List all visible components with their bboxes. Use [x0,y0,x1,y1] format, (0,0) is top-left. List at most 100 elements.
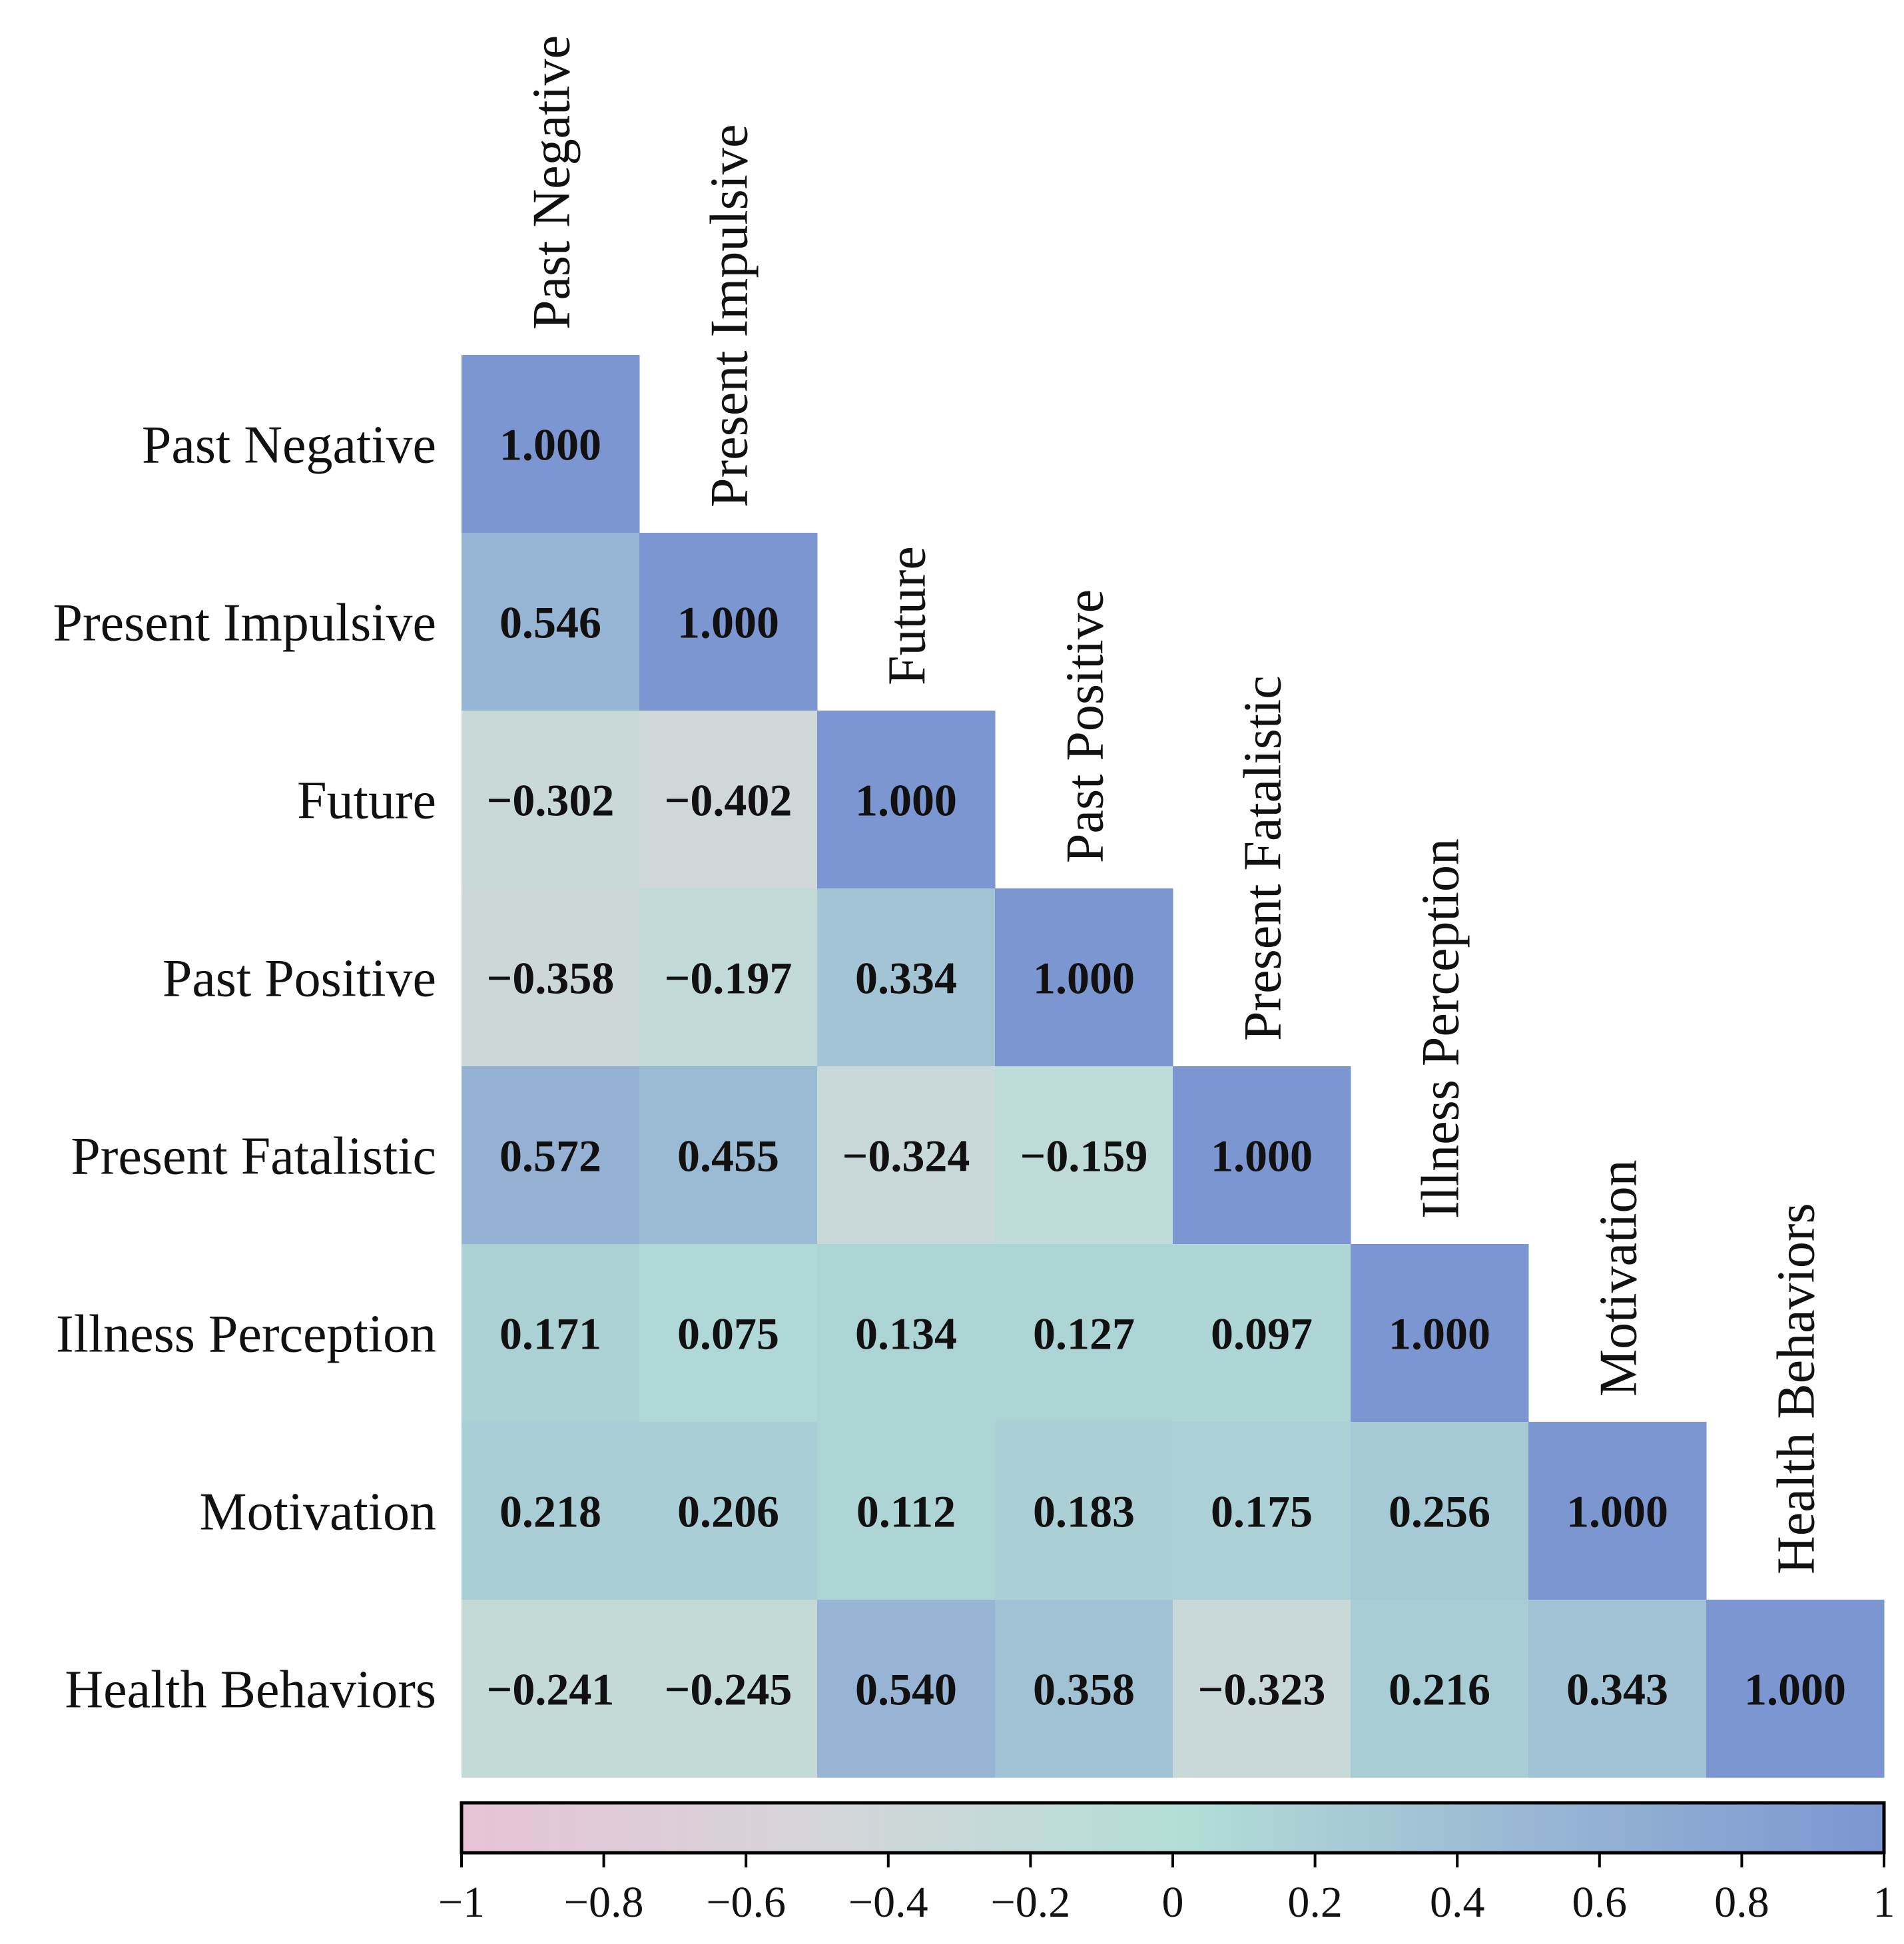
colorbar-tick-label: 0.8 [1714,1878,1769,1927]
colorbar-gradient-bar [460,1801,1886,1855]
column-label-motivation: Motivation [1590,1159,1648,1397]
cell-value-label: 1.000 [499,420,601,470]
cell-value-label: 0.075 [677,1309,779,1359]
column-label-future: Future [878,546,937,685]
colorbar: −1 −0.8 −0.6 −0.4 −0.2 0 0.2 0.4 0.6 0.8 1 [438,1801,1895,1927]
heatmap-cell-future-future [817,711,996,889]
cell-value-label: 0.546 [499,597,601,648]
colorbar-tick-label: 1 [1873,1878,1895,1927]
heatmap-cell-illness-perception-illness-perception [1351,1244,1529,1423]
heatmap-cell-health-behaviors-present-impulsive [639,1600,818,1778]
cell-value-label: 1.000 [855,775,957,826]
cell-value-label: 1.000 [1744,1664,1846,1715]
heatmap-cell-future-past-negative [462,711,640,889]
heatmap-cell-past-positive-present-impulsive [639,888,818,1067]
heatmap-cell-past-positive-future [817,888,996,1067]
heatmap-cell-health-behaviors-present-fatalistic [1173,1600,1351,1778]
heatmap-cell-health-behaviors-past-negative [462,1600,640,1778]
colorbar-tick-label: 0.4 [1430,1878,1485,1927]
heatmap-cell-motivation-past-positive [995,1422,1173,1600]
heatmap-cell-illness-perception-present-impulsive [639,1244,818,1423]
row-label-past-negative: Past Negative [142,416,436,475]
heatmap-cells [462,355,1885,1778]
colorbar-tick-label: 0 [1162,1878,1184,1927]
heatmap-cell-health-behaviors-future [817,1600,996,1778]
colorbar-tick-label: −1 [438,1878,485,1927]
cell-value-label: 1.000 [1389,1309,1490,1359]
column-labels: Past Negative Present Impulsive Future Past… [523,35,1826,1574]
heatmap-cell-health-behaviors-illness-perception [1351,1600,1529,1778]
column-label-present-impulsive: Present Impulsive [701,125,759,507]
row-label-present-impulsive: Present Impulsive [53,594,436,653]
heatmap-cell-motivation-future [817,1422,996,1600]
cell-value-label: 0.216 [1389,1664,1490,1715]
column-label-present-fatalistic: Present Fatalistic [1234,675,1293,1041]
heatmap-cell-past-positive-past-negative [462,888,640,1067]
cell-value-label: −0.324 [842,1131,970,1181]
cell-value-label: 1.000 [1033,953,1135,1004]
cell-value-label: −0.241 [487,1664,615,1715]
row-label-past-positive: Past Positive [162,950,436,1008]
cell-value-label: 0.358 [1033,1664,1135,1715]
heatmap-cell-present-fatalistic-future [817,1066,996,1245]
colorbar-tick-label: −0.2 [991,1878,1071,1927]
colorbar-tick-label: −0.4 [848,1878,928,1927]
heatmap-cell-present-impulsive-past-negative [462,533,640,711]
cell-value-label: −0.402 [665,775,793,826]
colorbar-tick-label: −0.8 [564,1878,644,1927]
heatmap-cell-past-negative-past-negative [462,355,640,533]
column-label-past-positive: Past Positive [1056,589,1115,863]
heatmap-cell-health-behaviors-motivation [1528,1600,1707,1778]
cell-value-label: −0.197 [665,953,793,1004]
row-labels: Past Negative Present Impulsive Future Past… [53,416,436,1720]
heatmap-cell-illness-perception-past-negative [462,1244,640,1423]
heatmap-cell-motivation-illness-perception [1351,1422,1529,1600]
heatmap-cell-present-fatalistic-past-negative [462,1066,640,1245]
row-label-illness-perception: Illness Perception [56,1305,436,1364]
heatmap-cell-illness-perception-past-positive [995,1244,1173,1423]
row-label-present-fatalistic: Present Fatalistic [71,1128,436,1186]
cell-value-label: 0.134 [855,1309,957,1359]
heatmap-cell-motivation-present-impulsive [639,1422,818,1600]
cell-value-label: 0.097 [1211,1309,1313,1359]
cell-value-label: 0.171 [499,1309,601,1359]
heatmap-cell-future-present-impulsive [639,711,818,889]
heatmap-cell-present-impulsive-present-impulsive [639,533,818,711]
cell-value-label: −0.358 [487,953,615,1004]
heatmap-cell-motivation-past-negative [462,1422,640,1600]
cell-value-label: 0.218 [499,1486,601,1537]
cell-value-label: 0.256 [1389,1486,1490,1537]
heatmap-cell-motivation-motivation [1528,1422,1707,1600]
heatmap-cell-present-fatalistic-past-positive [995,1066,1173,1245]
cell-value-label: 1.000 [677,597,779,648]
cell-value-label: 1.000 [1211,1131,1313,1181]
heatmap-cell-illness-perception-future [817,1244,996,1423]
cell-value-label: 0.112 [856,1486,956,1537]
row-label-health-behaviors: Health Behaviors [65,1661,436,1720]
heatmap-cell-present-fatalistic-present-fatalistic [1173,1066,1351,1245]
cell-value-label: −0.323 [1198,1664,1326,1715]
row-label-future: Future [297,772,436,830]
cell-value-label: 0.455 [677,1131,779,1181]
column-label-health-behaviors: Health Behaviors [1767,1203,1826,1574]
cell-value-label: 0.343 [1566,1664,1668,1715]
heatmap-cell-motivation-present-fatalistic [1173,1422,1351,1600]
cell-value-label: −0.245 [665,1664,793,1715]
heatmap-cell-present-fatalistic-present-impulsive [639,1066,818,1245]
cell-value-label: 0.183 [1033,1486,1135,1537]
heatmap-cell-illness-perception-present-fatalistic [1173,1244,1351,1423]
cell-value-label: 1.000 [1566,1486,1668,1537]
colorbar-tick-label: −0.6 [706,1878,786,1927]
heatmap-cell-values: 1.000 0.546 1.000 −0.302 −0.402 1.000 −0.358 −0… [487,420,1846,1715]
heatmap-cell-health-behaviors-health-behaviors [1706,1600,1885,1778]
colorbar-tick-label: 0.6 [1572,1878,1628,1927]
cell-value-label: 0.206 [677,1486,779,1537]
cell-value-label: 0.127 [1033,1309,1135,1359]
row-label-motivation: Motivation [199,1483,436,1542]
cell-value-label: −0.159 [1020,1131,1148,1181]
cell-value-label: 0.540 [855,1664,957,1715]
heatmap-cell-past-positive-past-positive [995,888,1173,1067]
heatmap-cell-health-behaviors-past-positive [995,1600,1173,1778]
colorbar-ticks: −1 −0.8 −0.6 −0.4 −0.2 0 0.2 0.4 0.6 0.8 1 [438,1853,1895,1927]
